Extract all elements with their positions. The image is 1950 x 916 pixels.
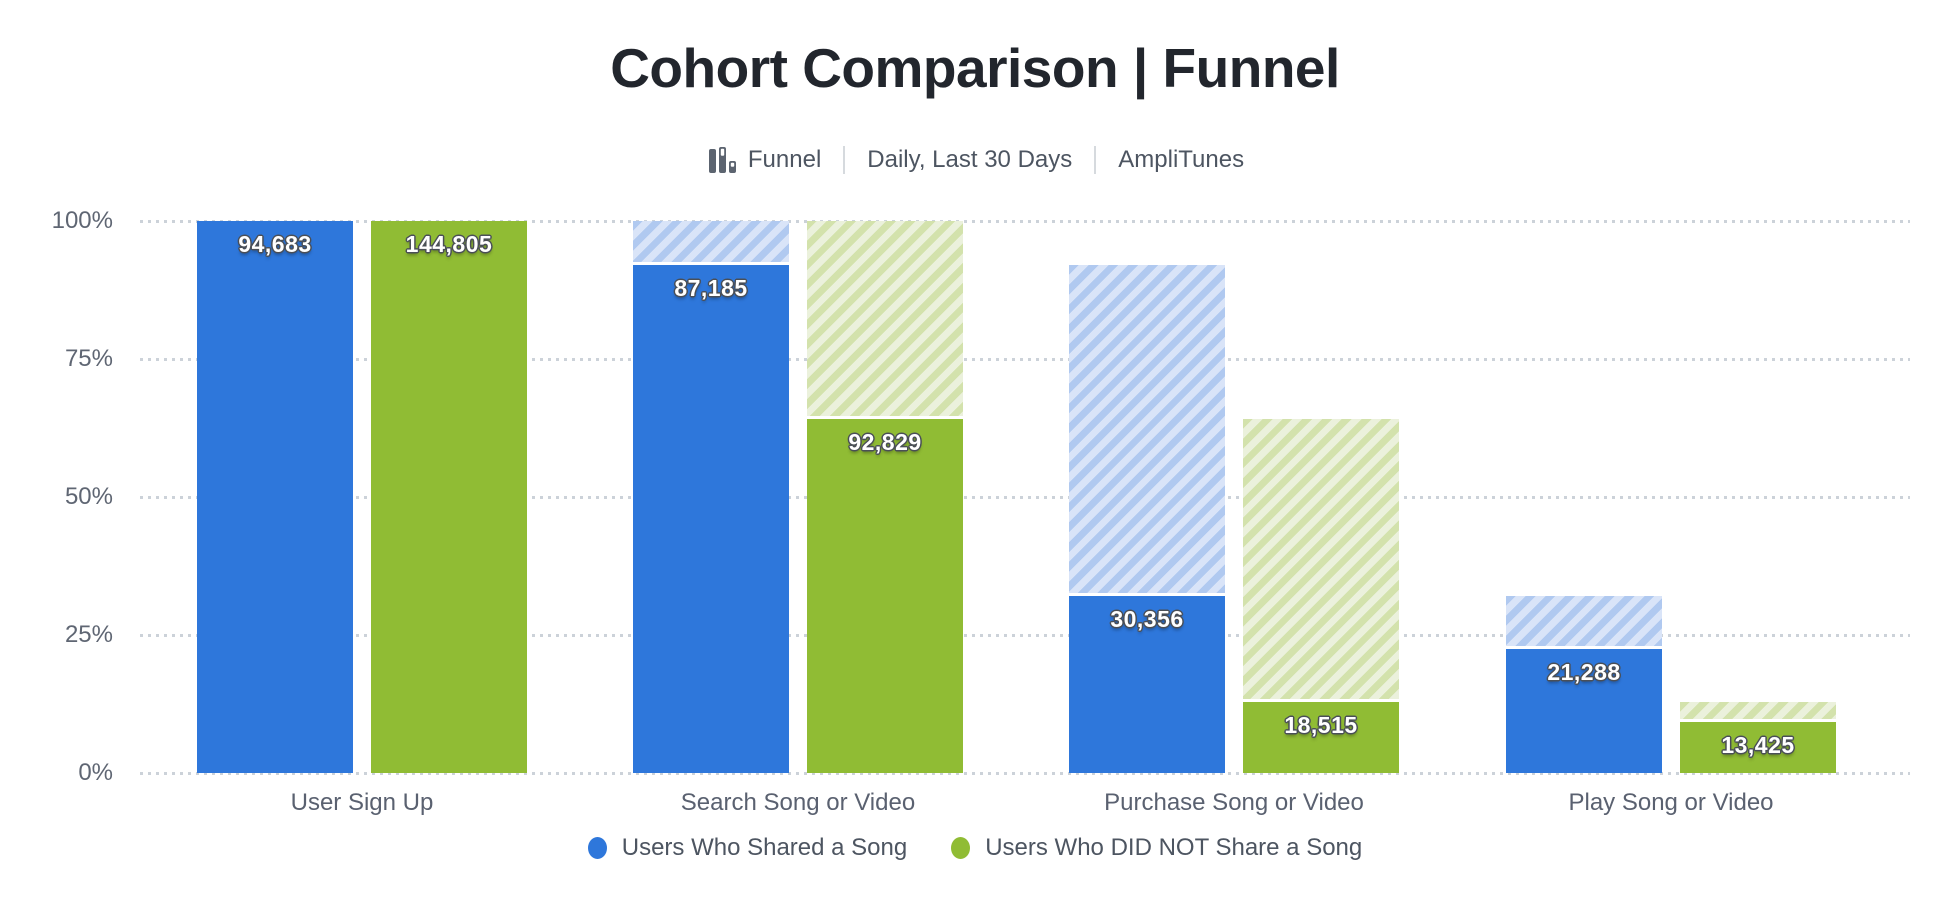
y-axis-tick-label: 50% [64,483,113,510]
x-axis-category-label: User Sign Up [290,789,434,816]
gridline-25% [140,634,1910,637]
bar-conversion-shared[interactable]: 87,185 [633,264,789,773]
y-axis-tick-label: 75% [64,345,113,372]
bar-dropoff-hatch-shared[interactable] [1506,596,1662,646]
project-label: AmpliTunes [1118,146,1245,173]
bar-value-label: 21,288 [1547,658,1621,685]
x-axis-category-label: Play Song or Video [1568,789,1774,816]
subtitle-divider [843,146,846,174]
bar-value-label: 92,829 [848,429,922,456]
bar-dropoff-hatch-not-shared[interactable] [1680,702,1836,719]
bar-dropoff-hatch-not-shared[interactable] [807,221,963,417]
date-range-label: Daily, Last 30 Days [867,146,1073,173]
x-axis-category-label: Purchase Song or Video [1104,789,1364,816]
legend-item[interactable]: Users Who DID NOT Share a Song [951,834,1362,862]
chart-legend: Users Who Shared a Song Users Who DID NOT… [0,834,1950,862]
gridline-50% [140,496,1910,499]
chart-subtitle: Funnel Daily, Last 30 Days AmpliTunes [0,140,1950,180]
bar-value-label: 144,805 [405,231,493,257]
y-axis-tick-label: 25% [64,621,113,648]
y-axis-tick-label: 0% [78,759,113,786]
bar-conversion-not-shared[interactable]: 13,425 [1680,721,1836,773]
bar-conversion-shared[interactable]: 21,288 [1506,648,1662,773]
legend-swatch-icon [587,837,607,859]
gridline-0% [140,772,1910,775]
bar-conversion-not-shared[interactable]: 92,829 [807,419,963,773]
page-title: Cohort Comparison | Funnel [610,37,1340,99]
bar-value-label: 87,185 [674,274,748,301]
subtitle-divider [1094,146,1097,174]
legend-label: Users Who DID NOT Share a Song [985,834,1363,861]
gridline-75% [140,358,1910,361]
x-axis-category-label: Search Song or Video [680,789,916,816]
bar-value-label: 13,425 [1721,731,1795,758]
legend-label: Users Who Shared a Song [621,834,908,861]
bar-value-label: 94,683 [238,231,312,257]
y-axis-tick-label: 100% [51,207,113,234]
chart-type-item: Funnel [706,144,821,176]
funnel-chart-icon [706,144,738,176]
bar-conversion-not-shared[interactable]: 18,515 [1243,702,1399,773]
bar-conversion-not-shared[interactable]: 144,805 [371,221,527,773]
bar-value-label: 30,356 [1110,606,1184,633]
gridline-100% [140,220,1910,223]
bar-conversion-shared[interactable]: 94,683 [197,221,353,773]
bar-dropoff-hatch-shared[interactable] [633,221,789,262]
chart-type-label: Funnel [747,146,822,173]
bar-value-label: 18,515 [1284,712,1358,739]
bar-dropoff-hatch-shared[interactable] [1069,264,1225,593]
legend-swatch-icon [951,837,971,859]
legend-item[interactable]: Users Who Shared a Song [587,834,908,862]
bar-dropoff-hatch-not-shared[interactable] [1243,419,1399,700]
bar-conversion-shared[interactable]: 30,356 [1069,596,1225,773]
